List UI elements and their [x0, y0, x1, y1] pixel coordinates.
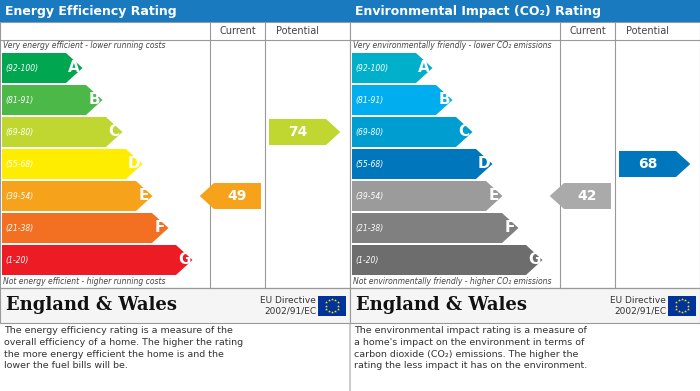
- Polygon shape: [136, 181, 153, 211]
- Text: G: G: [528, 253, 540, 267]
- Text: 42: 42: [578, 189, 597, 203]
- Text: (55-68): (55-68): [5, 160, 34, 169]
- Polygon shape: [550, 183, 611, 209]
- Bar: [352, 149, 476, 179]
- Polygon shape: [526, 245, 543, 275]
- Text: E: E: [139, 188, 149, 203]
- Text: England & Wales: England & Wales: [356, 296, 527, 314]
- Bar: [0, 22, 350, 288]
- Text: Very energy efficient - lower running costs: Very energy efficient - lower running co…: [3, 41, 165, 50]
- Text: D: D: [128, 156, 141, 172]
- Text: The environmental impact rating is a measure of
a home's impact on the environme: The environmental impact rating is a mea…: [354, 326, 587, 370]
- Bar: [2, 117, 106, 147]
- Text: (69-80): (69-80): [5, 127, 34, 136]
- Polygon shape: [199, 183, 261, 209]
- Text: (81-91): (81-91): [355, 95, 384, 104]
- Text: F: F: [505, 221, 515, 235]
- Polygon shape: [86, 85, 102, 115]
- Polygon shape: [456, 117, 472, 147]
- Text: (92-100): (92-100): [5, 63, 38, 72]
- Text: (21-38): (21-38): [355, 224, 384, 233]
- Text: (21-38): (21-38): [5, 224, 34, 233]
- Text: 49: 49: [228, 189, 247, 203]
- Polygon shape: [66, 53, 83, 83]
- Text: (39-54): (39-54): [355, 192, 384, 201]
- Text: (69-80): (69-80): [355, 127, 384, 136]
- Polygon shape: [152, 213, 169, 243]
- Text: Current: Current: [569, 26, 606, 36]
- Bar: [350, 0, 700, 22]
- Text: G: G: [178, 253, 190, 267]
- Text: F: F: [155, 221, 165, 235]
- Polygon shape: [416, 53, 433, 83]
- Text: 68: 68: [638, 157, 657, 171]
- Bar: [352, 213, 502, 243]
- Bar: [2, 53, 66, 83]
- Bar: [2, 181, 136, 211]
- Text: Energy Efficiency Rating: Energy Efficiency Rating: [5, 5, 176, 18]
- Bar: [352, 85, 436, 115]
- Polygon shape: [476, 149, 493, 179]
- Bar: [668, 296, 696, 316]
- Bar: [318, 296, 346, 316]
- Text: B: B: [438, 93, 450, 108]
- Polygon shape: [126, 149, 143, 179]
- Bar: [352, 245, 526, 275]
- Text: Potential: Potential: [276, 26, 319, 36]
- Text: A: A: [419, 61, 430, 75]
- Bar: [350, 288, 700, 323]
- Text: EU Directive
2002/91/EC: EU Directive 2002/91/EC: [260, 296, 316, 315]
- Text: Potential: Potential: [626, 26, 669, 36]
- Text: England & Wales: England & Wales: [6, 296, 177, 314]
- Polygon shape: [176, 245, 192, 275]
- Bar: [352, 181, 486, 211]
- Text: Current: Current: [219, 26, 256, 36]
- Text: (92-100): (92-100): [355, 63, 388, 72]
- Text: C: C: [458, 124, 470, 140]
- Text: EU Directive
2002/91/EC: EU Directive 2002/91/EC: [610, 296, 666, 315]
- Polygon shape: [486, 181, 503, 211]
- Text: Not environmentally friendly - higher CO₂ emissions: Not environmentally friendly - higher CO…: [353, 278, 552, 287]
- Bar: [352, 53, 416, 83]
- Text: A: A: [69, 61, 80, 75]
- Text: The energy efficiency rating is a measure of the
overall efficiency of a home. T: The energy efficiency rating is a measur…: [4, 326, 243, 370]
- Bar: [0, 288, 350, 323]
- Text: 74: 74: [288, 125, 307, 139]
- Polygon shape: [502, 213, 519, 243]
- Bar: [2, 85, 86, 115]
- Bar: [350, 22, 700, 288]
- Text: B: B: [88, 93, 100, 108]
- Bar: [2, 213, 152, 243]
- Text: (1-20): (1-20): [5, 255, 29, 264]
- Polygon shape: [269, 119, 340, 145]
- Text: C: C: [108, 124, 120, 140]
- Text: (1-20): (1-20): [355, 255, 379, 264]
- Text: Not energy efficient - higher running costs: Not energy efficient - higher running co…: [3, 278, 165, 287]
- Polygon shape: [619, 151, 690, 177]
- Bar: [2, 245, 176, 275]
- Polygon shape: [436, 85, 452, 115]
- Text: D: D: [478, 156, 491, 172]
- Bar: [0, 0, 350, 22]
- Text: Very environmentally friendly - lower CO₂ emissions: Very environmentally friendly - lower CO…: [353, 41, 552, 50]
- Text: (39-54): (39-54): [5, 192, 34, 201]
- Polygon shape: [106, 117, 122, 147]
- Text: (55-68): (55-68): [355, 160, 384, 169]
- Text: Environmental Impact (CO₂) Rating: Environmental Impact (CO₂) Rating: [355, 5, 601, 18]
- Text: (81-91): (81-91): [5, 95, 34, 104]
- Bar: [352, 117, 456, 147]
- Bar: [2, 149, 126, 179]
- Text: E: E: [489, 188, 499, 203]
